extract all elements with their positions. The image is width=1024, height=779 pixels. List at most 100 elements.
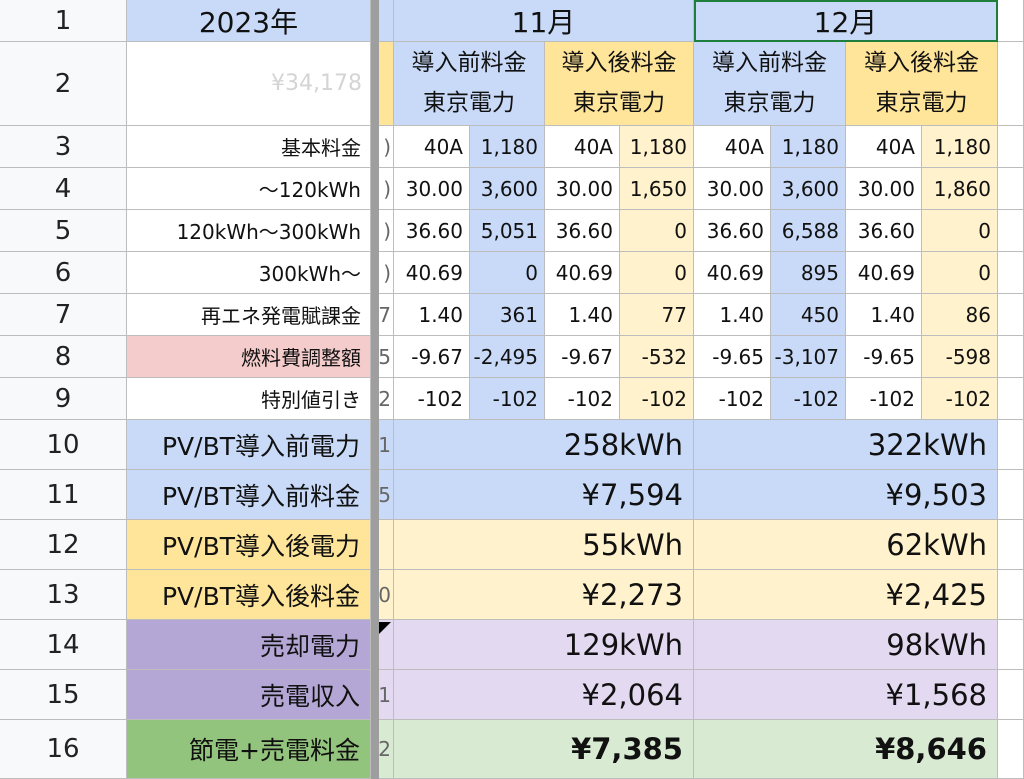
empty-cell[interactable] (998, 420, 1024, 470)
cell-r3-dec-before-amount[interactable]: 1,180 (771, 126, 846, 168)
cell-r6-nov-after-unit[interactable]: 40.69 (545, 252, 620, 294)
cell-r7-nov-before-unit[interactable]: 1.40 (394, 294, 470, 336)
cell-r5-dec-before-amount[interactable]: 6,588 (771, 210, 846, 252)
cell-r7-nov-after-unit[interactable]: 1.40 (545, 294, 620, 336)
cell-r8-dec-before-unit[interactable]: -9.65 (694, 336, 771, 378)
label-tier3[interactable]: 300kWh～ (127, 252, 371, 294)
empty-cell[interactable] (998, 126, 1024, 168)
cell-r4-nov-before-unit[interactable]: 30.00 (394, 168, 470, 210)
cell-r7-dec-before-amount[interactable]: 450 (771, 294, 846, 336)
empty-cell[interactable] (998, 210, 1024, 252)
cell-r5-dec-before-unit[interactable]: 36.60 (694, 210, 771, 252)
cell-r4-nov-after-amount[interactable]: 1,650 (620, 168, 694, 210)
empty-cell[interactable] (998, 42, 1024, 126)
label-fuel-adjustment[interactable]: 燃料費調整額 (127, 336, 371, 378)
empty-cell[interactable] (998, 294, 1024, 336)
cell-r3-nov-after-amount[interactable]: 1,180 (620, 126, 694, 168)
cell-r3-dec-before-unit[interactable]: 40A (694, 126, 771, 168)
header-before-fee-nov[interactable]: 導入前料金 東京電力 (394, 42, 545, 126)
empty-cell[interactable] (998, 378, 1024, 420)
cell-r5-dec-after-unit[interactable]: 36.60 (846, 210, 922, 252)
cell-r9-nov-after-amount[interactable]: -102 (620, 378, 694, 420)
cell-r6-dec-before-unit[interactable]: 40.69 (694, 252, 771, 294)
empty-cell[interactable] (998, 720, 1024, 779)
summary-nov-sold-power[interactable]: 129kWh (394, 620, 694, 670)
empty-cell[interactable] (998, 168, 1024, 210)
cell-r6-dec-after-amount[interactable]: 0 (922, 252, 998, 294)
comment-indicator-icon[interactable] (379, 622, 391, 634)
row-header-5[interactable]: 5 (0, 210, 127, 252)
cell-r9-dec-before-unit[interactable]: -102 (694, 378, 771, 420)
row-header-13[interactable]: 13 (0, 570, 127, 620)
cell-r4-nov-after-unit[interactable]: 30.00 (545, 168, 620, 210)
row-header-1[interactable]: 1 (0, 0, 127, 42)
cell-r9-dec-after-unit[interactable]: -102 (846, 378, 922, 420)
row-header-9[interactable]: 9 (0, 378, 127, 420)
summary-nov-before-power[interactable]: 258kWh (394, 420, 694, 470)
year-cell[interactable]: 2023年 (127, 0, 371, 42)
cell-r3-nov-before-unit[interactable]: 40A (394, 126, 470, 168)
row-header-4[interactable]: 4 (0, 168, 127, 210)
cell-r4-dec-after-unit[interactable]: 30.00 (846, 168, 922, 210)
cell-r3-nov-before-amount[interactable]: 1,180 (470, 126, 545, 168)
cell-r9-dec-after-amount[interactable]: -102 (922, 378, 998, 420)
cell-r6-dec-after-unit[interactable]: 40.69 (846, 252, 922, 294)
cell-r8-nov-after-amount[interactable]: -532 (620, 336, 694, 378)
row-header-8[interactable]: 8 (0, 336, 127, 378)
row-header-12[interactable]: 12 (0, 520, 127, 570)
cell-r6-nov-after-amount[interactable]: 0 (620, 252, 694, 294)
empty-cell[interactable] (998, 670, 1024, 720)
summary-dec-before-fee[interactable]: ¥9,503 (694, 470, 998, 520)
empty-cell[interactable] (998, 620, 1024, 670)
label-basic-fee[interactable]: 基本料金 (127, 126, 371, 168)
label-savings-total[interactable]: 節電+売電料金 (127, 720, 371, 779)
label-sold-power[interactable]: 売却電力 (127, 620, 371, 670)
empty-cell[interactable] (998, 252, 1024, 294)
ghost-total-cell[interactable]: ¥34,178 (127, 42, 371, 126)
summary-dec-sales-income[interactable]: ¥1,568 (694, 670, 998, 720)
empty-cell[interactable] (998, 0, 1024, 42)
summary-dec-after-power[interactable]: 62kWh (694, 520, 998, 570)
cell-r7-dec-after-amount[interactable]: 86 (922, 294, 998, 336)
cell-r4-dec-before-amount[interactable]: 3,600 (771, 168, 846, 210)
cell-r8-nov-before-amount[interactable]: -2,495 (470, 336, 545, 378)
summary-dec-sold-power[interactable]: 98kWh (694, 620, 998, 670)
cell-r8-nov-before-unit[interactable]: -9.67 (394, 336, 470, 378)
month-header-dec[interactable]: 12月 (694, 0, 998, 42)
row-header-15[interactable]: 15 (0, 670, 127, 720)
cell-r5-nov-before-amount[interactable]: 5,051 (470, 210, 545, 252)
cell-r3-nov-after-unit[interactable]: 40A (545, 126, 620, 168)
cell-r3-dec-after-unit[interactable]: 40A (846, 126, 922, 168)
cell-r5-nov-before-unit[interactable]: 36.60 (394, 210, 470, 252)
cell-r5-nov-after-unit[interactable]: 36.60 (545, 210, 620, 252)
cell-r3-dec-after-amount[interactable]: 1,180 (922, 126, 998, 168)
row-header-11[interactable]: 11 (0, 470, 127, 520)
label-before-power[interactable]: PV/BT導入前電力 (127, 420, 371, 470)
label-special-discount[interactable]: 特別値引き (127, 378, 371, 420)
row-header-10[interactable]: 10 (0, 420, 127, 470)
label-renewable-levy[interactable]: 再エネ発電賦課金 (127, 294, 371, 336)
cell-r7-nov-before-amount[interactable]: 361 (470, 294, 545, 336)
cell-r7-dec-before-unit[interactable]: 1.40 (694, 294, 771, 336)
empty-cell[interactable] (998, 520, 1024, 570)
label-tier2[interactable]: 120kWh～300kWh (127, 210, 371, 252)
empty-cell[interactable] (998, 336, 1024, 378)
label-sales-income[interactable]: 売電収入 (127, 670, 371, 720)
header-after-fee-nov[interactable]: 導入後料金 東京電力 (545, 42, 694, 126)
summary-nov-after-power[interactable]: 55kWh (394, 520, 694, 570)
header-after-fee-dec[interactable]: 導入後料金 東京電力 (846, 42, 998, 126)
cell-r7-nov-after-amount[interactable]: 77 (620, 294, 694, 336)
month-header-nov[interactable]: 11月 (394, 0, 694, 42)
summary-dec-after-fee[interactable]: ¥2,425 (694, 570, 998, 620)
cell-r9-nov-before-unit[interactable]: -102 (394, 378, 470, 420)
cell-r6-nov-before-amount[interactable]: 0 (470, 252, 545, 294)
cell-r4-nov-before-amount[interactable]: 3,600 (470, 168, 545, 210)
cell-r8-nov-after-unit[interactable]: -9.67 (545, 336, 620, 378)
summary-dec-savings-total[interactable]: ¥8,646 (694, 720, 998, 779)
summary-dec-before-power[interactable]: 322kWh (694, 420, 998, 470)
summary-nov-after-fee[interactable]: ¥2,273 (394, 570, 694, 620)
cell-r9-nov-before-amount[interactable]: -102 (470, 378, 545, 420)
empty-cell[interactable] (998, 570, 1024, 620)
cell-r9-nov-after-unit[interactable]: -102 (545, 378, 620, 420)
cell-r7-dec-after-unit[interactable]: 1.40 (846, 294, 922, 336)
